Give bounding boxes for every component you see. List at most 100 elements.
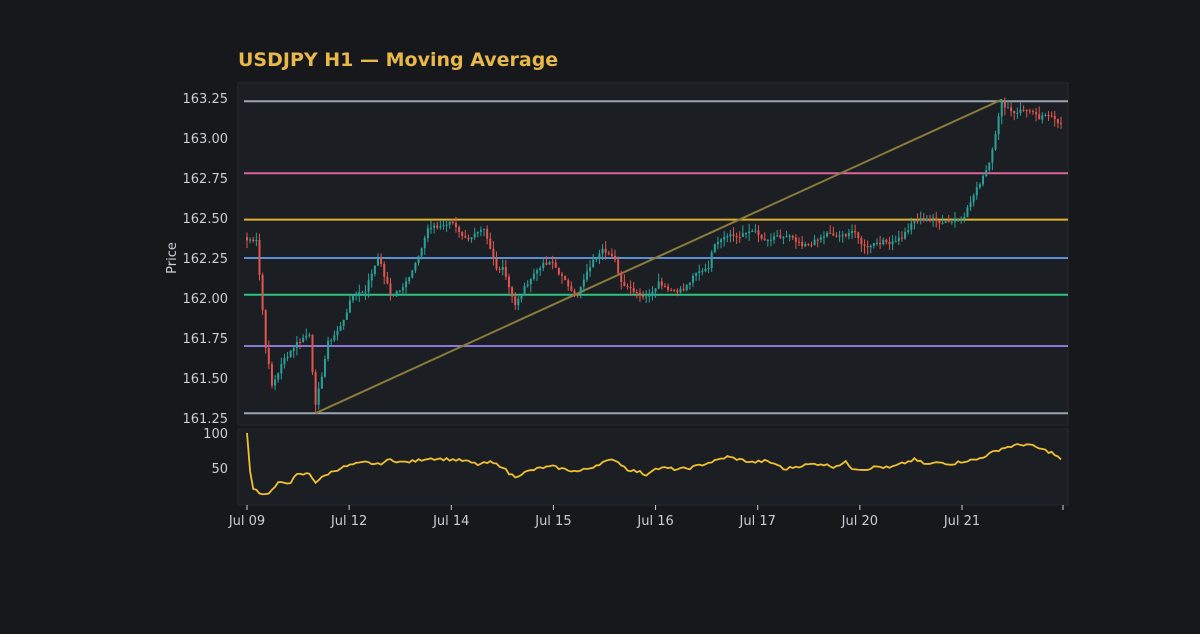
candle-body <box>355 294 358 296</box>
candle-body <box>729 234 732 237</box>
candle-body <box>1035 112 1038 115</box>
candle-body <box>255 240 258 242</box>
candle-body <box>919 218 922 221</box>
candle-body <box>773 236 776 240</box>
candle-body <box>1022 109 1025 111</box>
candle-body <box>314 372 317 405</box>
candle-body <box>448 221 451 225</box>
candle-body <box>695 272 698 276</box>
candle-body <box>433 225 436 228</box>
candle-body <box>957 218 960 220</box>
candle-body <box>857 232 860 239</box>
candle-body <box>794 237 797 242</box>
candle-body <box>1038 114 1041 120</box>
candle-body <box>551 261 554 263</box>
candle-body <box>766 239 769 241</box>
candle-body <box>1019 109 1022 113</box>
candle-body <box>751 231 754 233</box>
candle-body <box>910 223 913 231</box>
candle-body <box>798 241 801 243</box>
oscillator-axis: 100 50 <box>203 427 228 477</box>
candle-body <box>529 278 532 285</box>
candle-body <box>576 293 579 295</box>
candle-body <box>492 248 495 259</box>
candle-body <box>604 248 607 253</box>
candle-body <box>991 149 994 163</box>
candle-body <box>295 341 298 349</box>
candle-body <box>885 239 888 242</box>
candle-body <box>960 218 963 220</box>
candle-body <box>869 245 872 248</box>
candle-body <box>688 282 691 285</box>
candle-body <box>270 364 273 386</box>
candle-body <box>670 289 673 291</box>
y-tick-label: 162.50 <box>183 212 229 227</box>
candle-body <box>370 273 373 281</box>
candle-body <box>361 292 364 294</box>
candle-body <box>685 284 688 291</box>
candle-body <box>473 233 476 238</box>
candle-body <box>1025 110 1028 112</box>
candle-body <box>673 290 676 292</box>
candle-body <box>277 373 280 380</box>
candle-body <box>701 271 704 273</box>
candle-body <box>330 340 333 342</box>
candle-body <box>663 285 666 287</box>
candle-body <box>679 288 682 293</box>
y-tick-label: 161.75 <box>183 332 229 347</box>
candle-body <box>339 325 342 331</box>
candle-body <box>913 220 916 224</box>
x-tick-label: Jul 15 <box>534 514 571 529</box>
candle-body <box>305 335 308 338</box>
candle-body <box>635 292 638 294</box>
candle-body <box>557 267 560 275</box>
candle-body <box>373 265 376 274</box>
y-tick-label: 163.25 <box>183 92 229 107</box>
candle-body <box>614 256 617 260</box>
y-tick-label: 161.25 <box>183 412 229 427</box>
candle-body <box>932 217 935 220</box>
candle-body <box>1000 101 1003 117</box>
candle-body <box>950 221 953 223</box>
candle-body <box>395 291 398 295</box>
candle-body <box>648 295 651 297</box>
candle-body <box>495 258 498 269</box>
candle-body <box>897 237 900 242</box>
candle-body <box>741 233 744 238</box>
candle-body <box>710 252 713 269</box>
price-panel <box>237 82 1069 426</box>
candle-body <box>274 379 277 386</box>
candle-body <box>383 263 386 277</box>
x-tick-label: Jul 21 <box>943 514 980 529</box>
candle-body <box>261 274 264 311</box>
candle-body <box>642 295 645 297</box>
candle-body <box>252 239 255 242</box>
candle-body <box>598 253 601 258</box>
candle-body <box>308 334 311 336</box>
candle-body <box>451 221 454 224</box>
candle-body <box>514 296 517 306</box>
oscillator-layer <box>246 432 1062 496</box>
candle-body <box>579 286 582 294</box>
candle-body <box>744 233 748 235</box>
candle-body <box>454 223 457 228</box>
y-tick-label: 162.00 <box>183 292 229 307</box>
candle-body <box>417 256 420 264</box>
candle-body <box>398 290 401 292</box>
candle-body <box>782 237 785 239</box>
candle-body <box>769 239 772 241</box>
y-axis-label: Price <box>165 242 180 274</box>
candle-body <box>283 358 286 365</box>
candle-body <box>536 270 539 274</box>
candle-body <box>738 236 741 238</box>
candle-body <box>486 228 489 239</box>
candle-body <box>620 273 623 283</box>
candle-body <box>439 226 442 228</box>
candle-body <box>925 218 928 221</box>
candle-body <box>1041 115 1044 120</box>
candle-body <box>1016 112 1019 114</box>
candle-body <box>1013 111 1016 114</box>
candle-body <box>691 275 694 283</box>
candle-body <box>904 232 907 239</box>
price-axis: 163.25 163.00 162.75 162.50 162.25 162.00 161.… <box>183 92 229 427</box>
